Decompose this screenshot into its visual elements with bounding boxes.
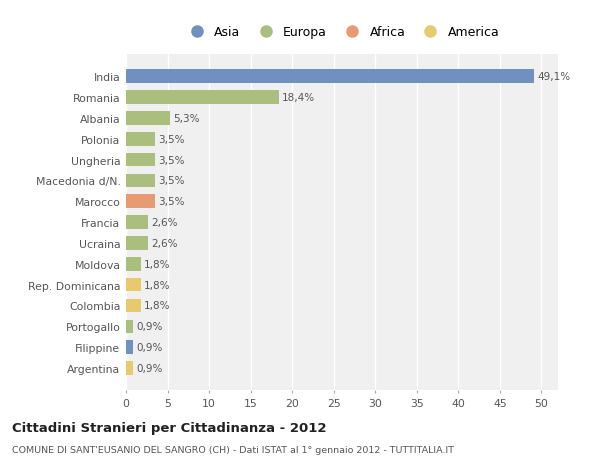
Bar bbox=[126, 195, 155, 208]
Bar bbox=[126, 153, 155, 167]
Text: 2,6%: 2,6% bbox=[151, 218, 178, 228]
Bar bbox=[126, 257, 141, 271]
Bar bbox=[126, 320, 133, 333]
Bar bbox=[126, 237, 148, 250]
Bar bbox=[126, 174, 155, 188]
Text: 0,9%: 0,9% bbox=[137, 322, 163, 331]
Text: 1,8%: 1,8% bbox=[144, 301, 171, 311]
Bar bbox=[126, 361, 133, 375]
Text: 3,5%: 3,5% bbox=[158, 176, 185, 186]
Text: 0,9%: 0,9% bbox=[137, 363, 163, 373]
Bar bbox=[126, 278, 141, 292]
Text: 5,3%: 5,3% bbox=[173, 114, 200, 123]
Text: 1,8%: 1,8% bbox=[144, 280, 171, 290]
Text: 49,1%: 49,1% bbox=[537, 72, 571, 82]
Text: 3,5%: 3,5% bbox=[158, 155, 185, 165]
Bar bbox=[126, 91, 279, 105]
Text: COMUNE DI SANT'EUSANIO DEL SANGRO (CH) - Dati ISTAT al 1° gennaio 2012 - TUTTITA: COMUNE DI SANT'EUSANIO DEL SANGRO (CH) -… bbox=[12, 445, 454, 454]
Text: 18,4%: 18,4% bbox=[282, 93, 316, 103]
Bar bbox=[126, 341, 133, 354]
Bar bbox=[126, 70, 534, 84]
Text: 0,9%: 0,9% bbox=[137, 342, 163, 353]
Text: 3,5%: 3,5% bbox=[158, 134, 185, 145]
Bar bbox=[126, 133, 155, 146]
Bar bbox=[126, 299, 141, 313]
Bar bbox=[126, 216, 148, 230]
Text: 3,5%: 3,5% bbox=[158, 197, 185, 207]
Legend: Asia, Europa, Africa, America: Asia, Europa, Africa, America bbox=[179, 21, 505, 44]
Text: 1,8%: 1,8% bbox=[144, 259, 171, 269]
Bar bbox=[126, 112, 170, 125]
Text: Cittadini Stranieri per Cittadinanza - 2012: Cittadini Stranieri per Cittadinanza - 2… bbox=[12, 421, 326, 434]
Text: 2,6%: 2,6% bbox=[151, 238, 178, 248]
